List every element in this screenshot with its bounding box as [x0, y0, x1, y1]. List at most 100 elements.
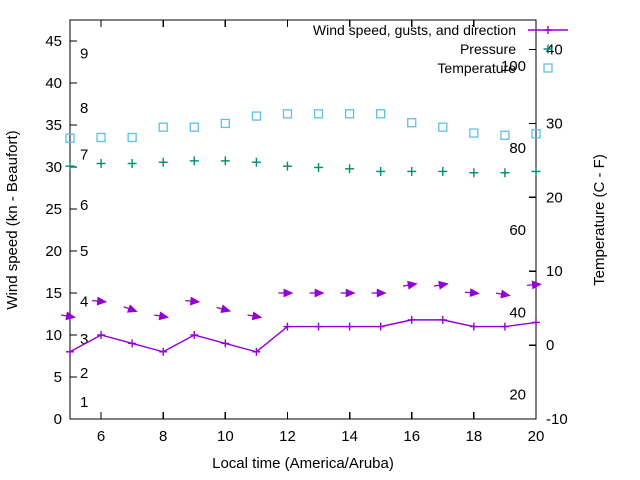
- wind-speed-point: [252, 347, 261, 356]
- x-axis-tick-labels: 6 8 10 12 14 16 18 20: [97, 428, 544, 445]
- wind-speed-point: [97, 331, 106, 339]
- beaufort-label: 5: [80, 243, 88, 260]
- gust-arrow: [216, 304, 232, 314]
- gust-arrow: [371, 288, 387, 298]
- legend-marker-square: [543, 63, 553, 73]
- right-axis-tick-labels: -10 0 10 20 30 40: [546, 42, 568, 428]
- gust-arrow: [92, 296, 108, 306]
- left-tick-label: 15: [45, 285, 62, 302]
- wind-speed-point: [128, 339, 137, 348]
- right-tick-label: 30: [546, 115, 563, 132]
- plot-border: [69, 19, 537, 420]
- fahrenheit-label: 40: [509, 304, 526, 321]
- left-tick-label: 25: [45, 201, 62, 218]
- wind-speed-point: [283, 322, 292, 331]
- temperature-point: [469, 128, 479, 138]
- legend-label-0: Wind speed, gusts, and direction: [313, 22, 516, 38]
- gust-arrow-head: [158, 311, 170, 321]
- fahrenheit-label: 20: [509, 386, 526, 403]
- left-tick-label: 0: [54, 411, 62, 428]
- right-axis-ticks: [529, 48, 536, 420]
- beaufort-label: 3: [80, 331, 88, 348]
- gust-arrow-head: [126, 304, 138, 313]
- beaufort-label: 2: [80, 365, 88, 382]
- right-tick-label: 20: [546, 189, 563, 206]
- y-axis-right-title: Temperature (C - F): [591, 154, 608, 286]
- pressure-point: [96, 159, 106, 169]
- beaufort-label: 9: [80, 46, 88, 63]
- wind-speed-point: [314, 322, 323, 331]
- y-axis-left-title: Wind speed (kn - Beaufort): [4, 130, 21, 309]
- left-axis-tick-labels: 0 5 10 15 20 25 30 35 40 45: [45, 33, 62, 428]
- temperature-point: [282, 109, 293, 119]
- temperature-point: [531, 129, 541, 139]
- gust-arrow: [309, 288, 325, 298]
- beaufort-label: 4: [80, 293, 88, 310]
- gust-arrow: [61, 311, 76, 321]
- gust-arrow-head: [190, 296, 201, 306]
- pressure-point: [345, 164, 355, 174]
- wind-speed-point: [376, 322, 385, 331]
- wind-speed-point: [438, 315, 447, 324]
- x-tick-label: 18: [466, 428, 483, 445]
- temperature-point: [438, 122, 448, 132]
- right-tick-label: 10: [546, 263, 563, 280]
- left-tick-label: 35: [45, 117, 62, 134]
- fahrenheit-label: 60: [509, 222, 526, 239]
- gust-arrow: [154, 311, 170, 321]
- wind-speed-point: [469, 322, 478, 331]
- gust-arrow-head: [500, 289, 511, 299]
- legend-marker-plus: [544, 26, 552, 34]
- beaufort-label: 8: [80, 100, 88, 117]
- series-pressure: [65, 156, 541, 178]
- wind-speed-point: [532, 318, 540, 327]
- temperature-point: [189, 122, 199, 132]
- left-tick-label: 10: [45, 327, 62, 344]
- right-tick-label: 0: [546, 337, 554, 354]
- x-axis-ticks: [70, 412, 537, 420]
- fahrenheit-scale-labels: 20 40 60 80 100: [501, 58, 526, 403]
- temperature-point: [500, 130, 510, 140]
- pressure-point: [407, 166, 417, 176]
- temperature-point: [127, 132, 137, 143]
- pressure-point: [282, 161, 292, 171]
- pressure-point: [251, 157, 261, 167]
- left-tick-label: 30: [45, 159, 62, 176]
- x-tick-label: 12: [279, 428, 296, 445]
- gust-arrow-head: [96, 296, 108, 306]
- chart-legend: Wind speed, gusts, and direction Pressure…: [313, 22, 568, 76]
- temperature-point: [407, 118, 417, 128]
- beaufort-label: 1: [80, 394, 88, 411]
- gust-arrow-head: [220, 304, 232, 314]
- gust-arrow: [247, 311, 263, 321]
- left-tick-label: 20: [45, 243, 62, 260]
- pressure-point: [469, 168, 479, 178]
- pressure-point: [314, 162, 324, 172]
- temperature-point: [96, 132, 106, 143]
- pressure-point: [65, 161, 75, 171]
- legend-marker-plus: [543, 44, 553, 54]
- gust-arrow: [185, 296, 201, 306]
- gust-arrow-head: [251, 311, 263, 321]
- x-tick-label: 20: [528, 428, 545, 445]
- gust-arrow: [123, 304, 138, 313]
- right-tick-label: -10: [546, 411, 568, 428]
- series-wind-speed: [66, 315, 540, 356]
- gust-arrow: [340, 288, 356, 298]
- gust-arrow: [402, 280, 418, 290]
- pressure-point: [376, 166, 386, 176]
- x-tick-label: 8: [159, 428, 167, 445]
- left-tick-label: 45: [45, 33, 62, 50]
- series-gusts-direction: [61, 280, 542, 321]
- left-axis-ticks: [70, 40, 77, 420]
- gust-arrow-head: [283, 288, 294, 298]
- wind-speed-point: [407, 315, 416, 324]
- x-tick-label: 14: [341, 428, 358, 445]
- gust-arrow: [495, 289, 511, 299]
- gust-arrow: [464, 288, 480, 298]
- gust-arrow-head: [469, 288, 480, 298]
- temperature-point: [313, 109, 324, 119]
- temperature-point: [344, 109, 355, 119]
- x-tick-label: 10: [217, 428, 234, 445]
